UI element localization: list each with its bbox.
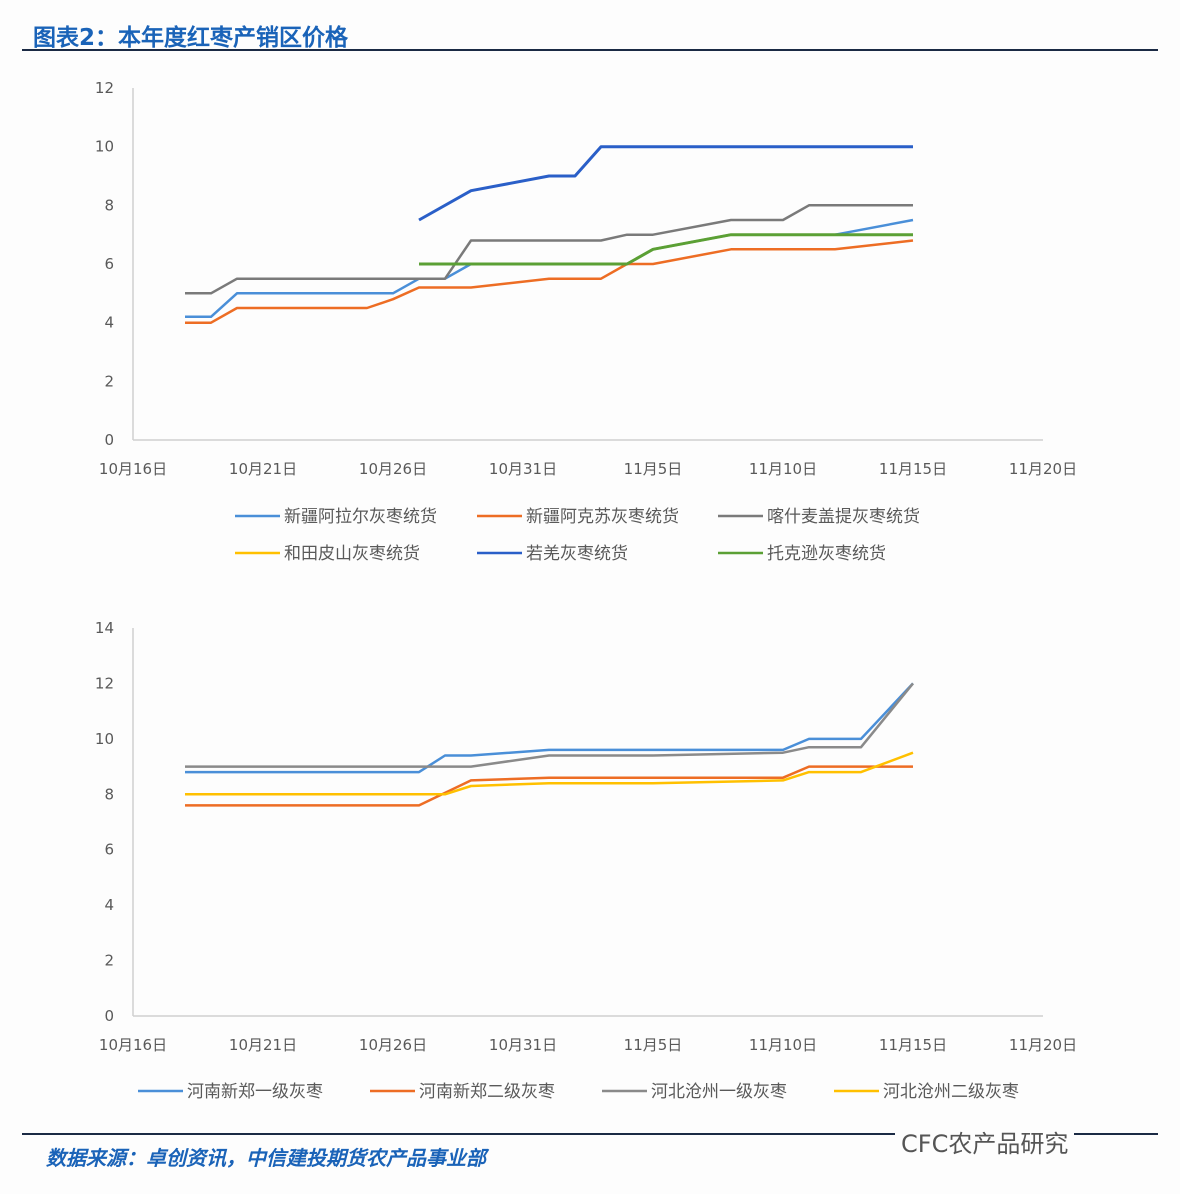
legend-label: 河北沧州一级灰枣 [651,1082,787,1102]
legend-label: 托克逊灰枣统货 [767,544,886,564]
figure-title: 图表2：本年度红枣产销区价格 [33,25,349,51]
y-tick-label: 2 [104,952,114,970]
legend-label: 和田皮山灰枣统货 [284,544,420,564]
series-line-2 [185,765,913,807]
series-line-6 [419,233,913,266]
x-tick-label: 10月26日 [359,460,427,478]
x-tick-label: 10月31日 [489,460,557,478]
y-tick-label: 6 [104,255,114,273]
series-line-3 [185,682,914,768]
x-tick-label: 11月15日 [879,460,947,478]
legend-label: 河南新郑二级灰枣 [419,1082,555,1102]
legend-item: 新疆阿克苏灰枣统货 [477,507,679,527]
x-tick-label: 10月16日 [99,1036,167,1054]
x-tick-label: 11月15日 [879,1036,947,1054]
x-tick-label: 11月20日 [1009,1036,1077,1054]
y-tick-label: 10 [95,730,114,748]
y-tick-label: 10 [95,138,114,156]
footer-divider [22,1133,1158,1135]
y-tick-label: 6 [104,841,114,859]
y-tick-label: 12 [95,79,114,97]
series-line-3 [185,204,913,295]
chart-2: 0 2 4 6 8 10 12 14 10月16日 10月21日 10月26日 10月31日 11月5日… [95,619,1077,1102]
legend-item: 和田皮山灰枣统货 [235,544,420,564]
series-line-2 [185,239,914,324]
x-tick-label: 10月21日 [229,460,297,478]
y-tick-label: 2 [104,372,114,390]
x-tick-label: 11月10日 [749,460,817,478]
y-tick-label: 8 [104,785,114,803]
watermark: CFC农产品研究 [895,1124,1075,1159]
x-tick-label: 11月5日 [624,460,683,478]
legend-label: 河南新郑一级灰枣 [187,1082,323,1102]
y-tick-label: 0 [104,1007,114,1025]
legend-item: 新疆阿拉尔灰枣统货 [235,507,437,527]
legend-item: 托克逊灰枣统货 [718,544,886,564]
series-line-5 [418,145,913,222]
x-tick-label: 10月31日 [489,1036,557,1054]
y-tick-label: 12 [95,674,114,692]
legend-label: 新疆阿克苏灰枣统货 [526,507,679,527]
legend-label: 若羌灰枣统货 [526,544,628,564]
series-line-1 [185,682,914,774]
data-source: 数据来源：卓创资讯，中信建投期货农产品事业部 [46,1146,486,1170]
chart-1: 0 2 4 6 8 10 12 10月16日 10月21日 10月26日 10月31日 11月5日 11… [95,79,1077,564]
y-tick-label: 4 [104,314,114,332]
x-tick-label: 10月26日 [359,1036,427,1054]
legend-label: 新疆阿拉尔灰枣统货 [284,507,437,527]
legend-item: 河北沧州二级灰枣 [834,1082,1019,1102]
series-line-4 [185,751,914,796]
legend-item: 喀什麦盖提灰枣统货 [718,507,920,527]
y-tick-label: 0 [104,431,114,449]
x-tick-label: 10月21日 [229,1036,297,1054]
legend-item: 河南新郑二级灰枣 [370,1082,555,1102]
x-tick-label: 10月16日 [99,460,167,478]
legend-item: 河南新郑一级灰枣 [138,1082,323,1102]
x-tick-label: 11月5日 [624,1036,683,1054]
y-tick-label: 4 [104,896,114,914]
legend-item: 河北沧州一级灰枣 [602,1082,787,1102]
y-tick-label: 8 [104,196,114,214]
y-tick-label: 14 [95,619,114,637]
x-tick-label: 11月20日 [1009,460,1077,478]
x-tick-label: 11月10日 [749,1036,817,1054]
legend-label: 河北沧州二级灰枣 [883,1082,1019,1102]
title-divider [22,49,1158,51]
legend-label: 喀什麦盖提灰枣统货 [767,507,920,527]
legend-item: 若羌灰枣统货 [477,544,628,564]
